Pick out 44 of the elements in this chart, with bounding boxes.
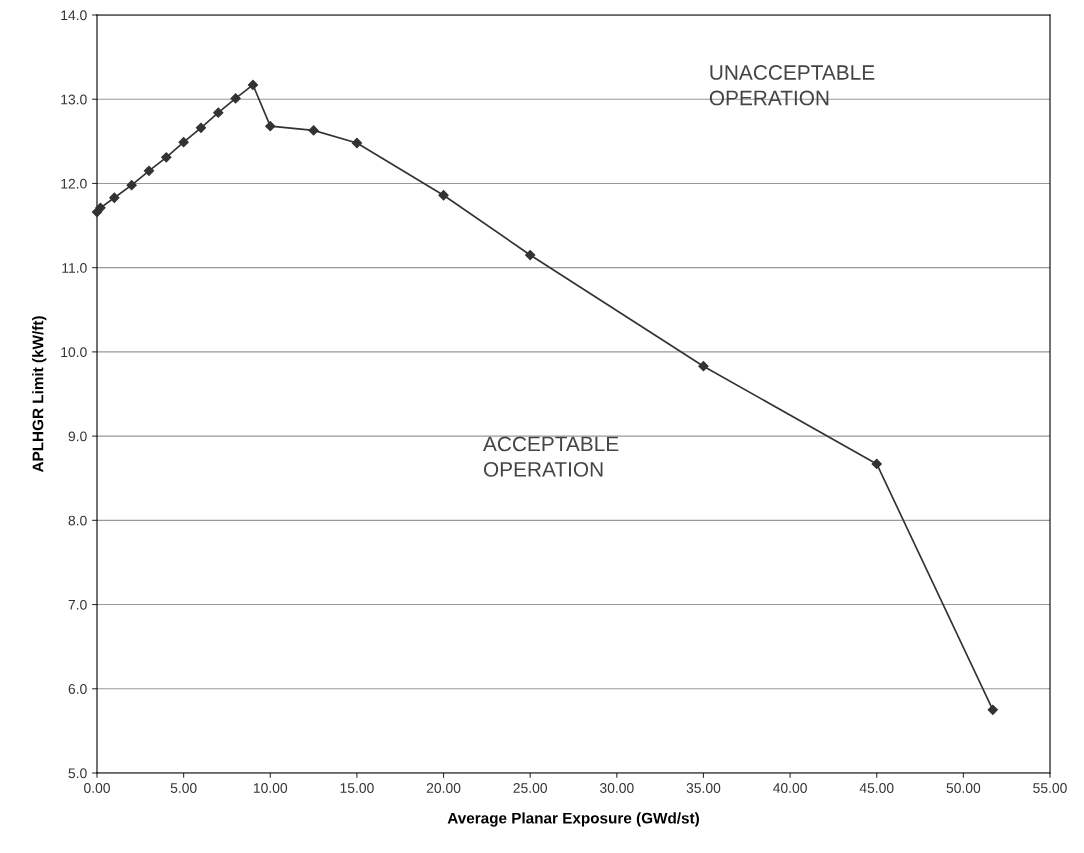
x-tick-label: 20.00 — [426, 783, 461, 793]
point — [698, 361, 709, 372]
point — [351, 137, 363, 149]
point — [438, 190, 449, 201]
x-tick-label: 40.00 — [773, 783, 807, 793]
y-tick-label: 9.0 — [68, 431, 87, 442]
y-tick-label: 14.0 — [61, 10, 87, 21]
point — [95, 202, 106, 213]
x-axis-title: Average Planar Exposure (GWd/st) — [447, 812, 699, 827]
point — [871, 458, 882, 470]
x-tick-label: 50.00 — [946, 783, 981, 793]
x-tick-label: 15.00 — [340, 783, 374, 793]
point — [161, 152, 172, 163]
x-tick-label: 55.00 — [1033, 783, 1067, 793]
y-tick-label: 11.0 — [62, 263, 87, 273]
y-axis-title: APLHGR Limit (kW/ft) — [32, 316, 47, 473]
y-tick-label: 13.0 — [61, 94, 87, 105]
y-tick-label: 6.0 — [68, 684, 87, 694]
point — [247, 79, 259, 91]
x-tick-label: 5.00 — [170, 783, 197, 793]
y-tick-label: 7.0 — [68, 599, 87, 610]
annotation: UNACCEPTABLE OPERATION — [709, 65, 875, 106]
point — [265, 121, 276, 132]
point — [143, 165, 155, 176]
annotation: ACCEPTABLE OPERATION — [483, 436, 619, 477]
x-tick-label: 25.00 — [513, 783, 548, 793]
y-tick-label: 5.0 — [68, 768, 87, 779]
point — [230, 93, 241, 104]
y-tick-label: 12.0 — [61, 178, 87, 189]
x-tick-label: 45.00 — [859, 783, 894, 793]
point — [987, 704, 998, 715]
point — [213, 107, 224, 118]
y-tick-label: 8.0 — [68, 515, 87, 526]
point — [195, 122, 207, 133]
x-tick-label: 10.00 — [253, 783, 288, 793]
point — [525, 249, 536, 261]
point — [109, 192, 120, 203]
y-tick-label: 10.0 — [61, 347, 87, 358]
point — [178, 137, 189, 148]
point — [126, 180, 137, 191]
x-tick-label: 30.00 — [599, 783, 634, 793]
point — [308, 125, 319, 136]
x-tick-label: 0.00 — [84, 783, 110, 793]
x-tick-label: 35.00 — [686, 783, 721, 793]
